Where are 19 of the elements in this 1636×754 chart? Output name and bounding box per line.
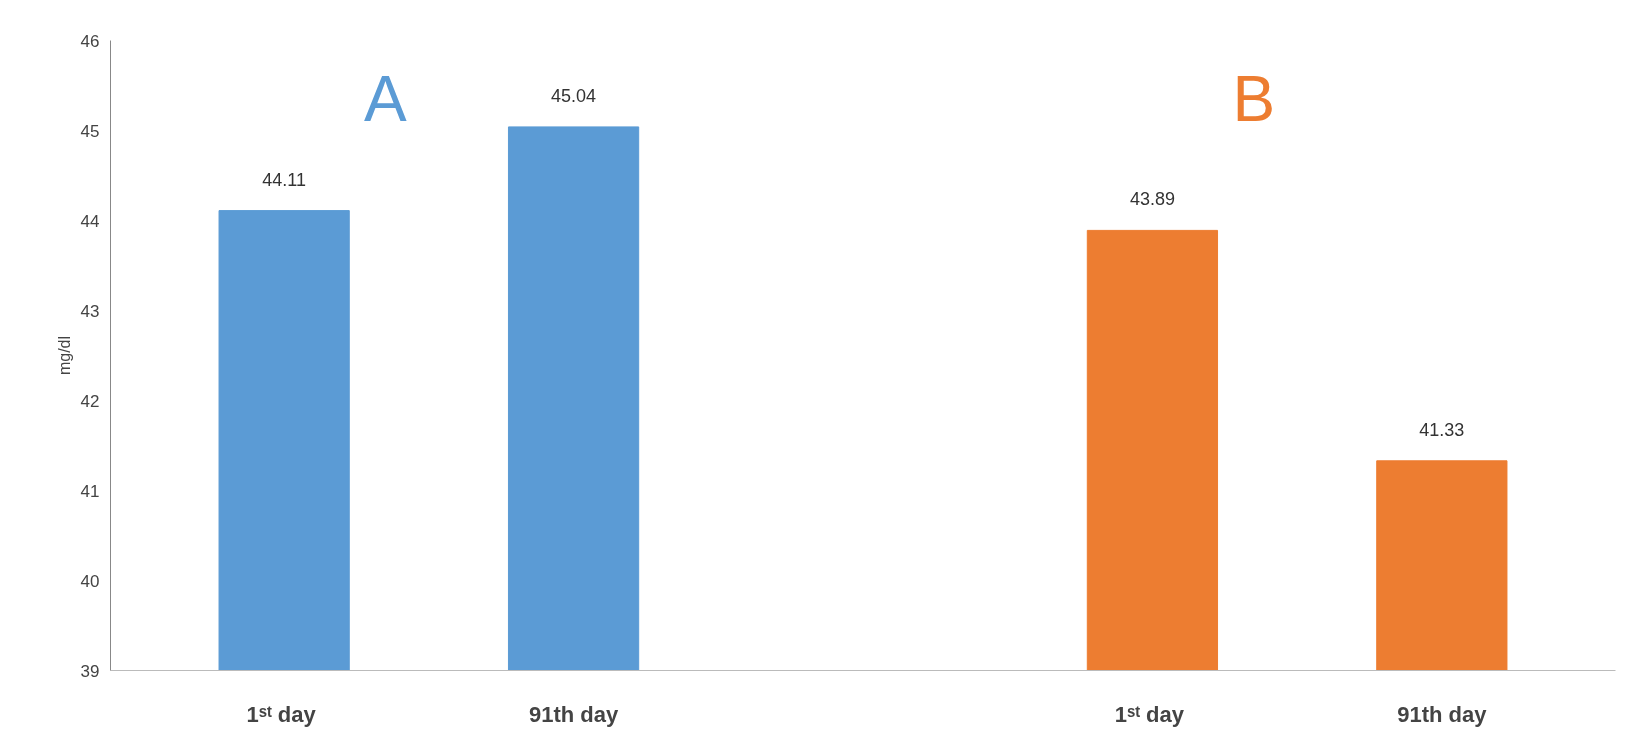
y-tick-label: 44 [80,211,100,231]
y-tick-label: 39 [80,661,100,681]
data-label: 44.11 [262,169,307,190]
y-tick-label: 45 [80,121,100,141]
y-tick-label: 46 [80,31,100,51]
data-label: 41.33 [1419,419,1465,440]
data-label: 43.89 [1129,189,1175,210]
x-tick-label: 1ˢᵗ day [246,701,317,727]
x-tick-label: 91th day [528,701,619,727]
y-tick-label: 40 [80,571,100,591]
y-axis-title: mg/dl [55,335,73,376]
y-tick-label: 42 [80,391,100,411]
x-tick-label: 1ˢᵗ day [1114,701,1185,727]
y-tick-label: 43 [80,301,100,321]
annotation: B [1232,63,1276,135]
y-tick-label: 41 [80,481,100,501]
data-label: 45.04 [551,85,597,106]
annotation: A [364,63,408,135]
x-tick-label: 91th day [1397,701,1488,727]
